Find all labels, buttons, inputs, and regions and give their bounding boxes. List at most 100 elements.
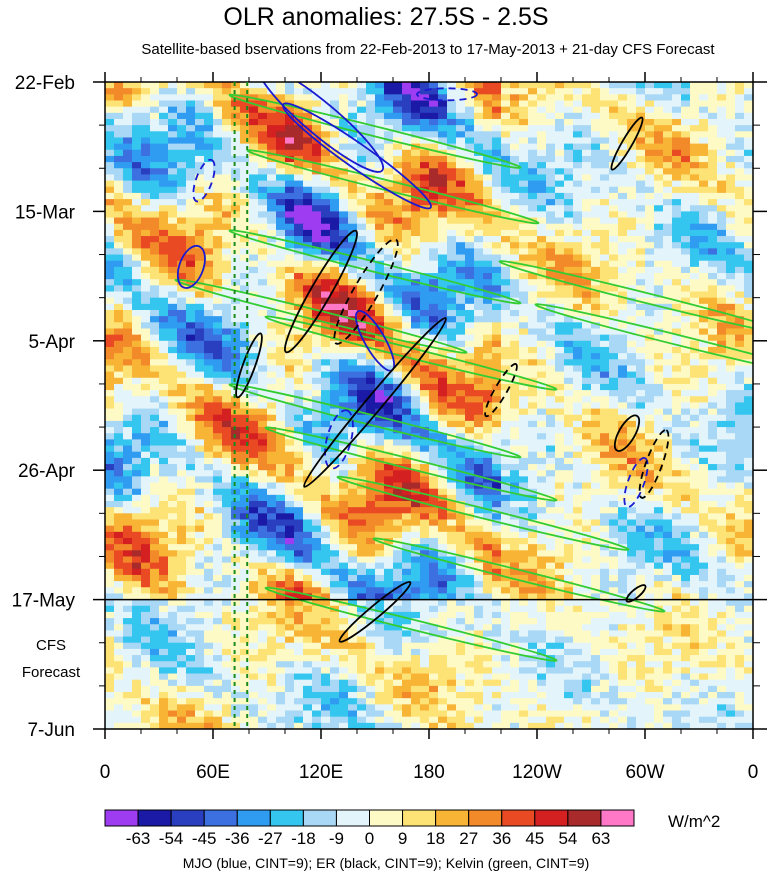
field-cell [546, 106, 556, 114]
field-cell [654, 279, 664, 286]
field-cell [159, 112, 169, 120]
field-cell [591, 242, 601, 249]
field-cell [330, 94, 340, 102]
field-cell [591, 168, 601, 176]
field-cell [168, 445, 178, 453]
field-cell [402, 199, 412, 206]
field-cell [411, 242, 421, 249]
field-cell [159, 174, 169, 182]
field-cell [267, 260, 277, 268]
field-cell [105, 211, 115, 219]
field-cell [213, 346, 223, 354]
field-cell [303, 168, 313, 176]
field-cell [744, 260, 753, 268]
field-cell [681, 112, 691, 120]
field-cell [447, 334, 457, 342]
field-cell [204, 464, 214, 471]
field-cell [321, 137, 331, 145]
field-cell [573, 377, 583, 385]
field-cell [708, 482, 718, 490]
field-cell [726, 168, 736, 176]
field-cell [312, 149, 322, 157]
field-cell [168, 94, 178, 102]
field-cell [690, 328, 700, 336]
field-cell [717, 125, 727, 132]
field-cell [285, 420, 295, 428]
field-cell [573, 223, 583, 231]
field-cell [717, 223, 727, 231]
field-cell [654, 371, 664, 379]
field-cell [492, 457, 502, 465]
field-cell [339, 488, 349, 496]
field-cell [393, 88, 403, 95]
field-cell [150, 433, 160, 440]
field-cell [321, 390, 331, 397]
field-cell [681, 180, 691, 188]
field-cell [150, 186, 160, 194]
field-cell [330, 82, 340, 89]
field-cell [465, 118, 475, 126]
field-cell [213, 322, 223, 330]
field-cell [123, 155, 133, 163]
field-cell [420, 285, 430, 293]
field-cell [393, 396, 403, 404]
field-cell [519, 199, 529, 206]
field-cell [447, 309, 457, 317]
field-cell [375, 439, 385, 447]
field-cell [105, 112, 115, 120]
field-cell [213, 408, 223, 416]
field-cell [672, 291, 682, 299]
field-cell [420, 383, 430, 391]
field-cell [501, 501, 511, 508]
field-cell [213, 149, 223, 157]
field-cell [213, 457, 223, 465]
field-cell [312, 328, 322, 336]
field-cell [384, 365, 394, 373]
field-cell [717, 322, 727, 330]
field-cell [312, 507, 322, 514]
field-cell [420, 106, 430, 114]
field-cell [483, 118, 493, 126]
field-cell [159, 137, 169, 145]
field-cell [123, 414, 133, 422]
field-cell [546, 186, 556, 194]
field-cell [645, 408, 655, 416]
field-cell [456, 155, 466, 163]
field-cell [384, 476, 394, 484]
field-cell [114, 199, 124, 206]
field-cell [681, 94, 691, 102]
field-cell [600, 106, 610, 114]
field-cell [348, 125, 358, 132]
field-cell [618, 285, 628, 293]
field-cell [429, 303, 439, 311]
field-cell [303, 174, 313, 182]
field-cell [366, 174, 376, 182]
field-cell [150, 340, 160, 348]
field-cell [177, 322, 187, 330]
field-cell [141, 482, 151, 490]
field-cell [267, 205, 277, 212]
field-cell [339, 316, 349, 323]
field-cell [708, 383, 718, 391]
field-cell [537, 199, 547, 206]
field-cell [438, 297, 448, 305]
field-cell [195, 168, 205, 176]
field-cell [141, 309, 151, 317]
field-cell [204, 254, 214, 262]
field-cell [492, 254, 502, 262]
field-cell [663, 451, 673, 459]
field-cell [213, 439, 223, 447]
field-cell [636, 291, 646, 299]
field-cell [528, 451, 538, 459]
field-cell [195, 229, 205, 237]
field-cell [267, 223, 277, 231]
field-cell [141, 192, 151, 200]
field-cell [618, 390, 628, 397]
field-cell [654, 346, 664, 354]
field-cell [123, 186, 133, 194]
field-cell [537, 377, 547, 385]
field-cell [132, 174, 142, 182]
field-cell [591, 501, 601, 508]
field-cell [294, 106, 304, 114]
field-cell [123, 291, 133, 299]
